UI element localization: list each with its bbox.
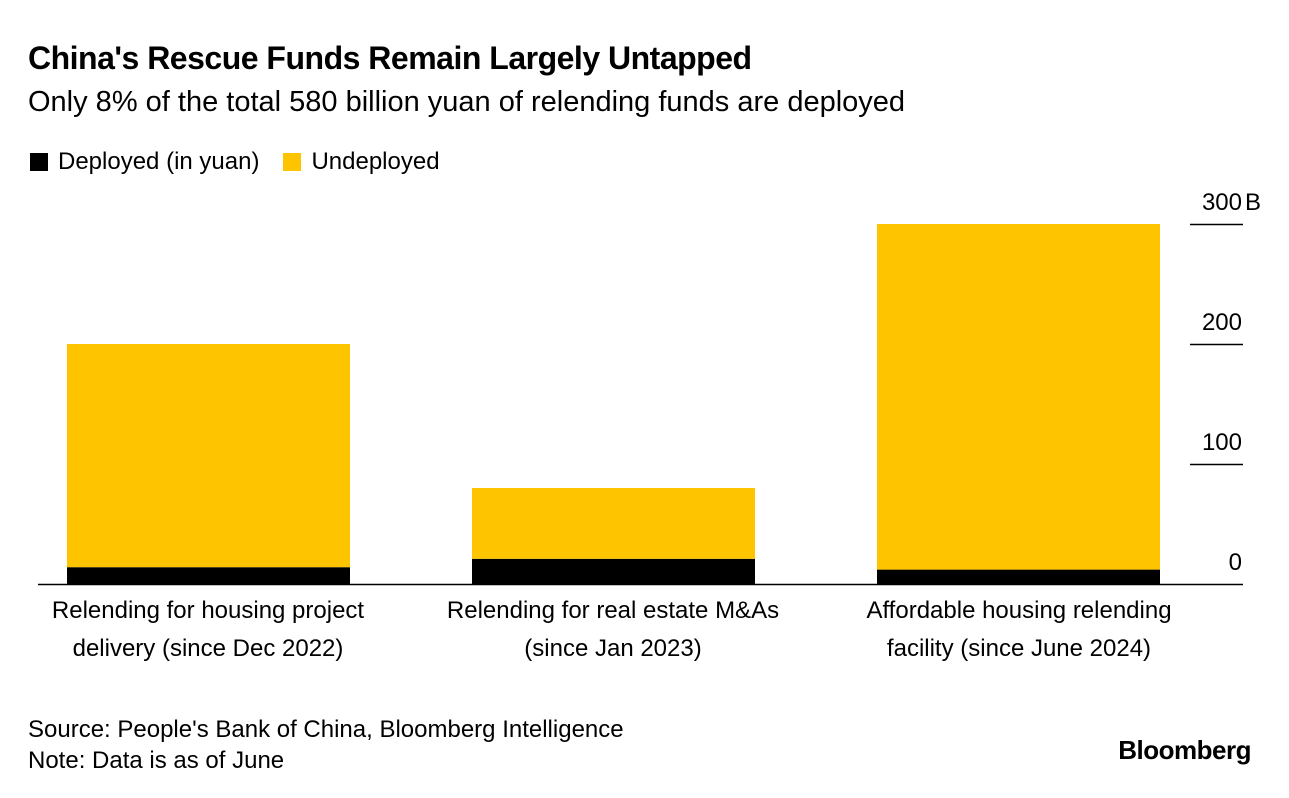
legend-label-deployed: Deployed (in yuan) <box>58 148 260 175</box>
bar-undeployed-2 <box>877 224 1160 570</box>
y-tick-label-200: 200 <box>1202 309 1242 336</box>
legend-item-deployed: Deployed (in yuan) <box>30 148 259 176</box>
chart-title: China's Rescue Funds Remain Largely Unta… <box>28 40 752 76</box>
chart-subtitle: Only 8% of the total 580 billion yuan of… <box>28 86 906 118</box>
legend-swatch-deployed <box>30 153 48 171</box>
category-label-2-line-0: Affordable housing relending <box>866 597 1171 624</box>
bloomberg-logo: Bloomberg <box>1118 735 1251 765</box>
category-label-0-line-0: Relending for housing project <box>52 597 365 624</box>
category-label-2-line-1: facility (since June 2024) <box>887 635 1151 662</box>
y-tick-label-100: 100 <box>1202 429 1242 456</box>
source-note: Source: People's Bank of China, Bloomber… <box>28 714 624 776</box>
y-unit-label: B <box>1245 189 1261 216</box>
bar-undeployed-0 <box>67 344 350 568</box>
bar-deployed-2 <box>877 569 1160 584</box>
legend-swatch-undeployed <box>283 153 302 171</box>
y-tick-label-0: 0 <box>1229 549 1242 576</box>
bar-undeployed-1 <box>472 488 755 559</box>
y-tick-label-300: 300 <box>1202 189 1242 216</box>
bar-deployed-1 <box>472 558 755 584</box>
note-text: Note: Data is as of June <box>28 747 285 774</box>
category-label-0-line-1: delivery (since Dec 2022) <box>73 635 344 662</box>
category-label-1-line-0: Relending for real estate M&As <box>447 597 779 624</box>
legend-item-undeployed: Undeployed <box>283 148 440 176</box>
legend-label-undeployed: Undeployed <box>311 148 440 175</box>
bar-deployed-0 <box>67 567 350 584</box>
source-text: Source: People's Bank of China, Bloomber… <box>28 716 624 743</box>
category-label-1-line-1: (since Jan 2023) <box>524 635 701 662</box>
legend: Deployed (in yuan) Undeployed <box>30 148 464 176</box>
